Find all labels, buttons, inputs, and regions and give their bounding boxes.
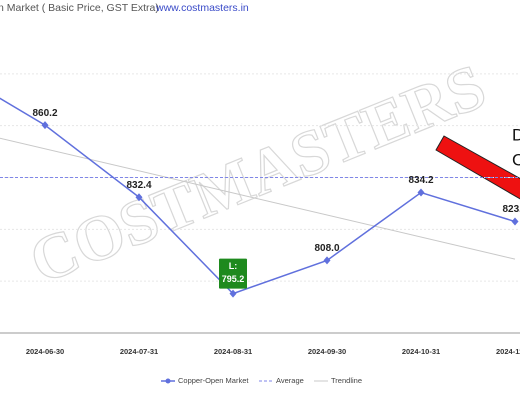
data-point bbox=[41, 121, 49, 130]
legend: Copper-Open Market Average Trendline bbox=[161, 376, 362, 385]
annotation: D bbox=[512, 125, 520, 144]
low-label-box bbox=[219, 258, 247, 289]
data-label: 808.0 bbox=[314, 243, 339, 254]
chart-title: n Market ( Basic Price, GST Extra) bbox=[0, 2, 159, 14]
x-tick-label: 2024-09-30 bbox=[308, 347, 346, 356]
x-tick-label: 2024-06-30 bbox=[26, 347, 64, 356]
x-tick-label: 2024-10-31 bbox=[402, 347, 440, 356]
data-label: 832.4 bbox=[126, 180, 151, 191]
data-point bbox=[511, 217, 519, 226]
data-point bbox=[229, 289, 237, 298]
x-tick-label: 2024-11-30 bbox=[496, 347, 520, 356]
legend-swatch bbox=[165, 378, 171, 384]
legend-label: Trendline bbox=[331, 376, 362, 385]
legend-label: Average bbox=[276, 376, 304, 385]
x-tick-label: 2024-08-31 bbox=[214, 347, 252, 356]
legend-label: Copper-Open Market bbox=[178, 376, 249, 385]
data-label: 860.2 bbox=[32, 108, 57, 119]
data-label: 834.2 bbox=[408, 175, 433, 186]
data-label: 795.2 bbox=[222, 274, 245, 284]
data-label: 823.0 bbox=[502, 204, 520, 215]
arrow bbox=[435, 135, 520, 200]
low-label: L: bbox=[229, 261, 238, 271]
chart-subtitle: www.costmasters.in bbox=[155, 2, 249, 14]
data-point bbox=[323, 256, 331, 265]
data-point bbox=[135, 193, 143, 202]
data-point bbox=[417, 188, 425, 197]
annotation: C bbox=[512, 150, 520, 169]
x-tick-label: 2024-07-31 bbox=[120, 347, 158, 356]
trendline bbox=[0, 137, 516, 260]
